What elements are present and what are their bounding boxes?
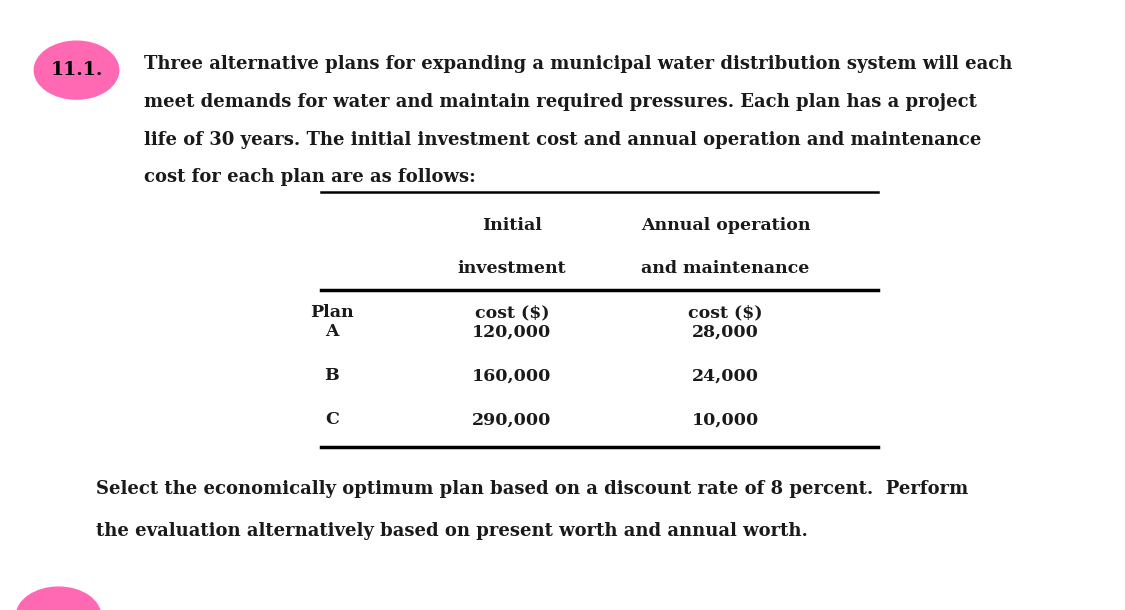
Text: meet demands for water and maintain required pressures. Each plan has a project: meet demands for water and maintain requ…: [144, 93, 976, 111]
Text: cost ($): cost ($): [475, 304, 549, 321]
Text: 290,000: 290,000: [472, 411, 551, 428]
Text: Select the economically optimum plan based on a discount rate of 8 percent.  Per: Select the economically optimum plan bas…: [96, 480, 968, 498]
Text: A: A: [325, 323, 339, 340]
Text: cost for each plan are as follows:: cost for each plan are as follows:: [144, 168, 476, 187]
Text: investment: investment: [458, 260, 566, 278]
Text: and maintenance: and maintenance: [641, 260, 810, 278]
Text: B: B: [324, 367, 340, 384]
Text: 28,000: 28,000: [692, 323, 759, 340]
Ellipse shape: [16, 587, 101, 610]
Text: C: C: [325, 411, 339, 428]
Text: the evaluation alternatively based on present worth and annual worth.: the evaluation alternatively based on pr…: [96, 522, 808, 540]
Text: 160,000: 160,000: [472, 367, 551, 384]
Text: cost ($): cost ($): [688, 304, 763, 321]
Text: 11.1.: 11.1.: [51, 61, 102, 79]
Text: life of 30 years. The initial investment cost and annual operation and maintenan: life of 30 years. The initial investment…: [144, 131, 981, 149]
Text: Plan: Plan: [310, 304, 353, 321]
Text: 120,000: 120,000: [472, 323, 551, 340]
Text: Initial: Initial: [482, 217, 542, 234]
Text: Three alternative plans for expanding a municipal water distribution system will: Three alternative plans for expanding a …: [144, 55, 1012, 73]
Text: 24,000: 24,000: [692, 367, 759, 384]
Text: Annual operation: Annual operation: [641, 217, 810, 234]
Text: 10,000: 10,000: [692, 411, 759, 428]
Ellipse shape: [35, 41, 119, 99]
